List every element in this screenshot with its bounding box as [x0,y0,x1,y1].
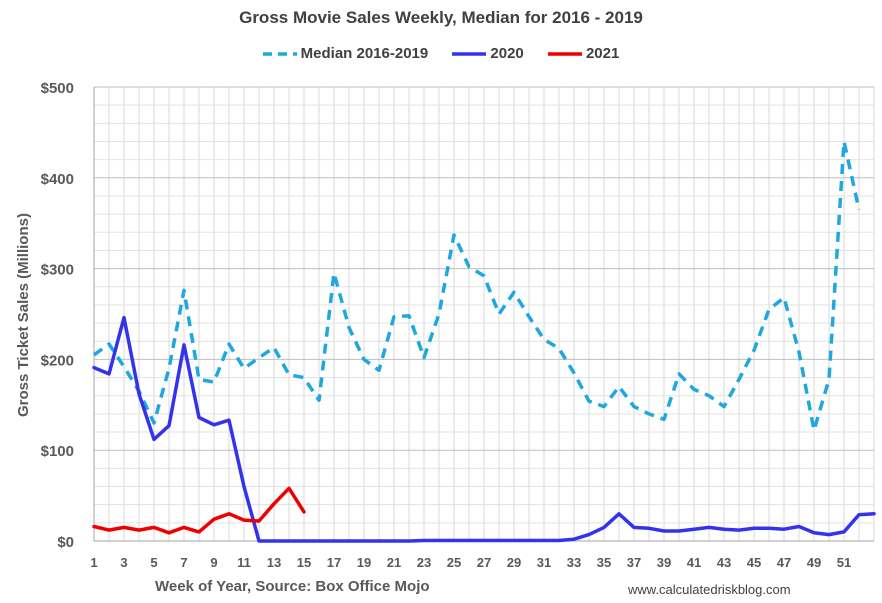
series-line-median-2016-2019 [92,139,861,432]
x-tick-label: 3 [120,555,127,570]
x-tick-label: 43 [717,555,731,570]
legend-swatch-2020 [452,51,487,56]
legend-swatch-median [262,51,297,56]
x-axis-ticks: 1 3 5 7 9 11 13 15 17 19 21 23 25 27 29 31 33 35 37 39 41 43 4… [90,555,851,570]
x-tick-label: 19 [357,555,371,570]
x-tick-label: 25 [447,555,461,570]
x-tick-label: 7 [180,555,187,570]
legend-label-2020: 2020 [490,44,524,62]
x-tick-label: 49 [807,555,821,570]
x-tick-label: 51 [837,555,851,570]
x-tick-label: 27 [477,555,491,570]
x-tick-label: 13 [267,555,281,570]
x-tick-label: 31 [537,555,551,570]
x-tick-label: 37 [627,555,641,570]
x-tick-label: 11 [237,555,251,570]
x-tick-label: 17 [327,555,341,570]
x-tick-label: 9 [210,555,217,570]
y-tick-label: $300 [41,262,74,279]
x-tick-label: 45 [747,555,761,570]
x-tick-label: 33 [567,555,581,570]
x-tick-label: 41 [687,555,701,570]
y-tick-label: $0 [57,534,74,551]
y-tick-label: $100 [41,443,74,460]
series-lines [92,139,876,543]
y-tick-label: $200 [41,352,74,369]
legend-item-2021: 2021 [547,44,620,62]
series-line-2021 [92,486,306,535]
y-axis-ticks: $0 $100 $200 $300 $400 $500 [41,80,74,551]
legend-label-median: Median 2016-2019 [300,44,429,62]
x-tick-label: 15 [297,555,311,570]
series-line-2020 [92,315,876,543]
x-tick-label: 21 [387,555,401,570]
legend-item-2020: 2020 [452,44,524,62]
grid [93,86,875,542]
legend: Median 2016-2019 2020 2021 [0,44,882,62]
legend-swatch-2021 [547,51,582,56]
y-tick-label: $500 [41,80,74,97]
x-tick-label: 47 [777,555,791,570]
y-tick-label: $400 [41,171,74,188]
source-watermark: www.calculatedriskblog.com [628,582,791,597]
x-tick-label: 35 [597,555,611,570]
x-tick-label: 5 [150,555,157,570]
chart-title: Gross Movie Sales Weekly, Median for 201… [239,8,643,27]
x-tick-label: 29 [507,555,521,570]
legend-item-median: Median 2016-2019 [262,44,429,62]
x-axis-label: Week of Year, Source: Box Office Mojo [155,578,430,595]
legend-label-2021: 2021 [585,44,620,62]
x-tick-label: 23 [417,555,431,570]
x-tick-label: 39 [657,555,671,570]
y-axis-label: Gross Ticket Sales (Millions) [15,213,32,417]
x-tick-label: 1 [90,555,97,570]
